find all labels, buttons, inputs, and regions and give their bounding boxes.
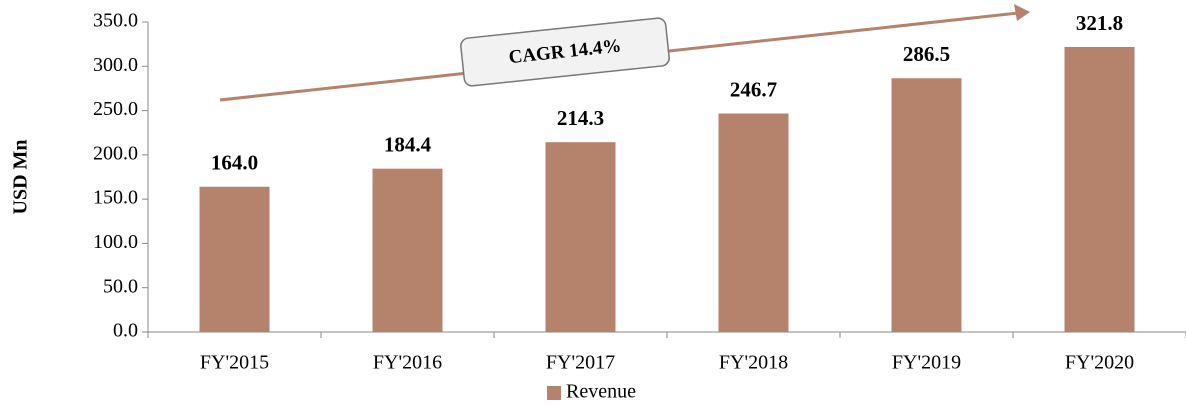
x-tick-label: FY'2017	[546, 352, 615, 374]
y-tick-label: 300.0	[93, 54, 138, 76]
data-label: 184.4	[384, 132, 432, 156]
y-tick-label: 250.0	[93, 98, 138, 120]
y-tick-label: 50.0	[103, 275, 138, 297]
cagr-box-group: CAGR 14.4%	[460, 17, 670, 87]
x-tick-label: FY'2015	[200, 352, 269, 374]
y-tick-label: 350.0	[93, 10, 138, 32]
bar	[1064, 46, 1135, 332]
bar	[545, 142, 616, 332]
data-label: 214.3	[557, 106, 604, 130]
legend-swatch	[547, 386, 561, 400]
cagr-arrowhead	[1014, 4, 1030, 21]
data-label: 246.7	[730, 77, 777, 101]
bar	[372, 168, 443, 332]
y-tick-label: 0.0	[113, 320, 138, 342]
legend-label: Revenue	[566, 381, 636, 403]
bar	[891, 78, 962, 332]
y-tick-label: 200.0	[93, 142, 138, 164]
data-label: 164.0	[211, 151, 258, 175]
bar	[199, 186, 270, 332]
data-label: 286.5	[903, 42, 950, 66]
x-tick-label: FY'2019	[892, 352, 961, 374]
cagr-box	[460, 17, 670, 87]
x-tick-label: FY'2018	[719, 352, 788, 374]
y-axis-label: USD Mn	[10, 139, 32, 214]
y-tick-label: 150.0	[93, 187, 138, 209]
data-label: 321.8	[1076, 11, 1123, 35]
x-tick-label: FY'2020	[1065, 352, 1134, 374]
bar	[718, 113, 789, 332]
y-tick-label: 100.0	[93, 231, 138, 253]
x-tick-label: FY'2016	[373, 352, 442, 374]
